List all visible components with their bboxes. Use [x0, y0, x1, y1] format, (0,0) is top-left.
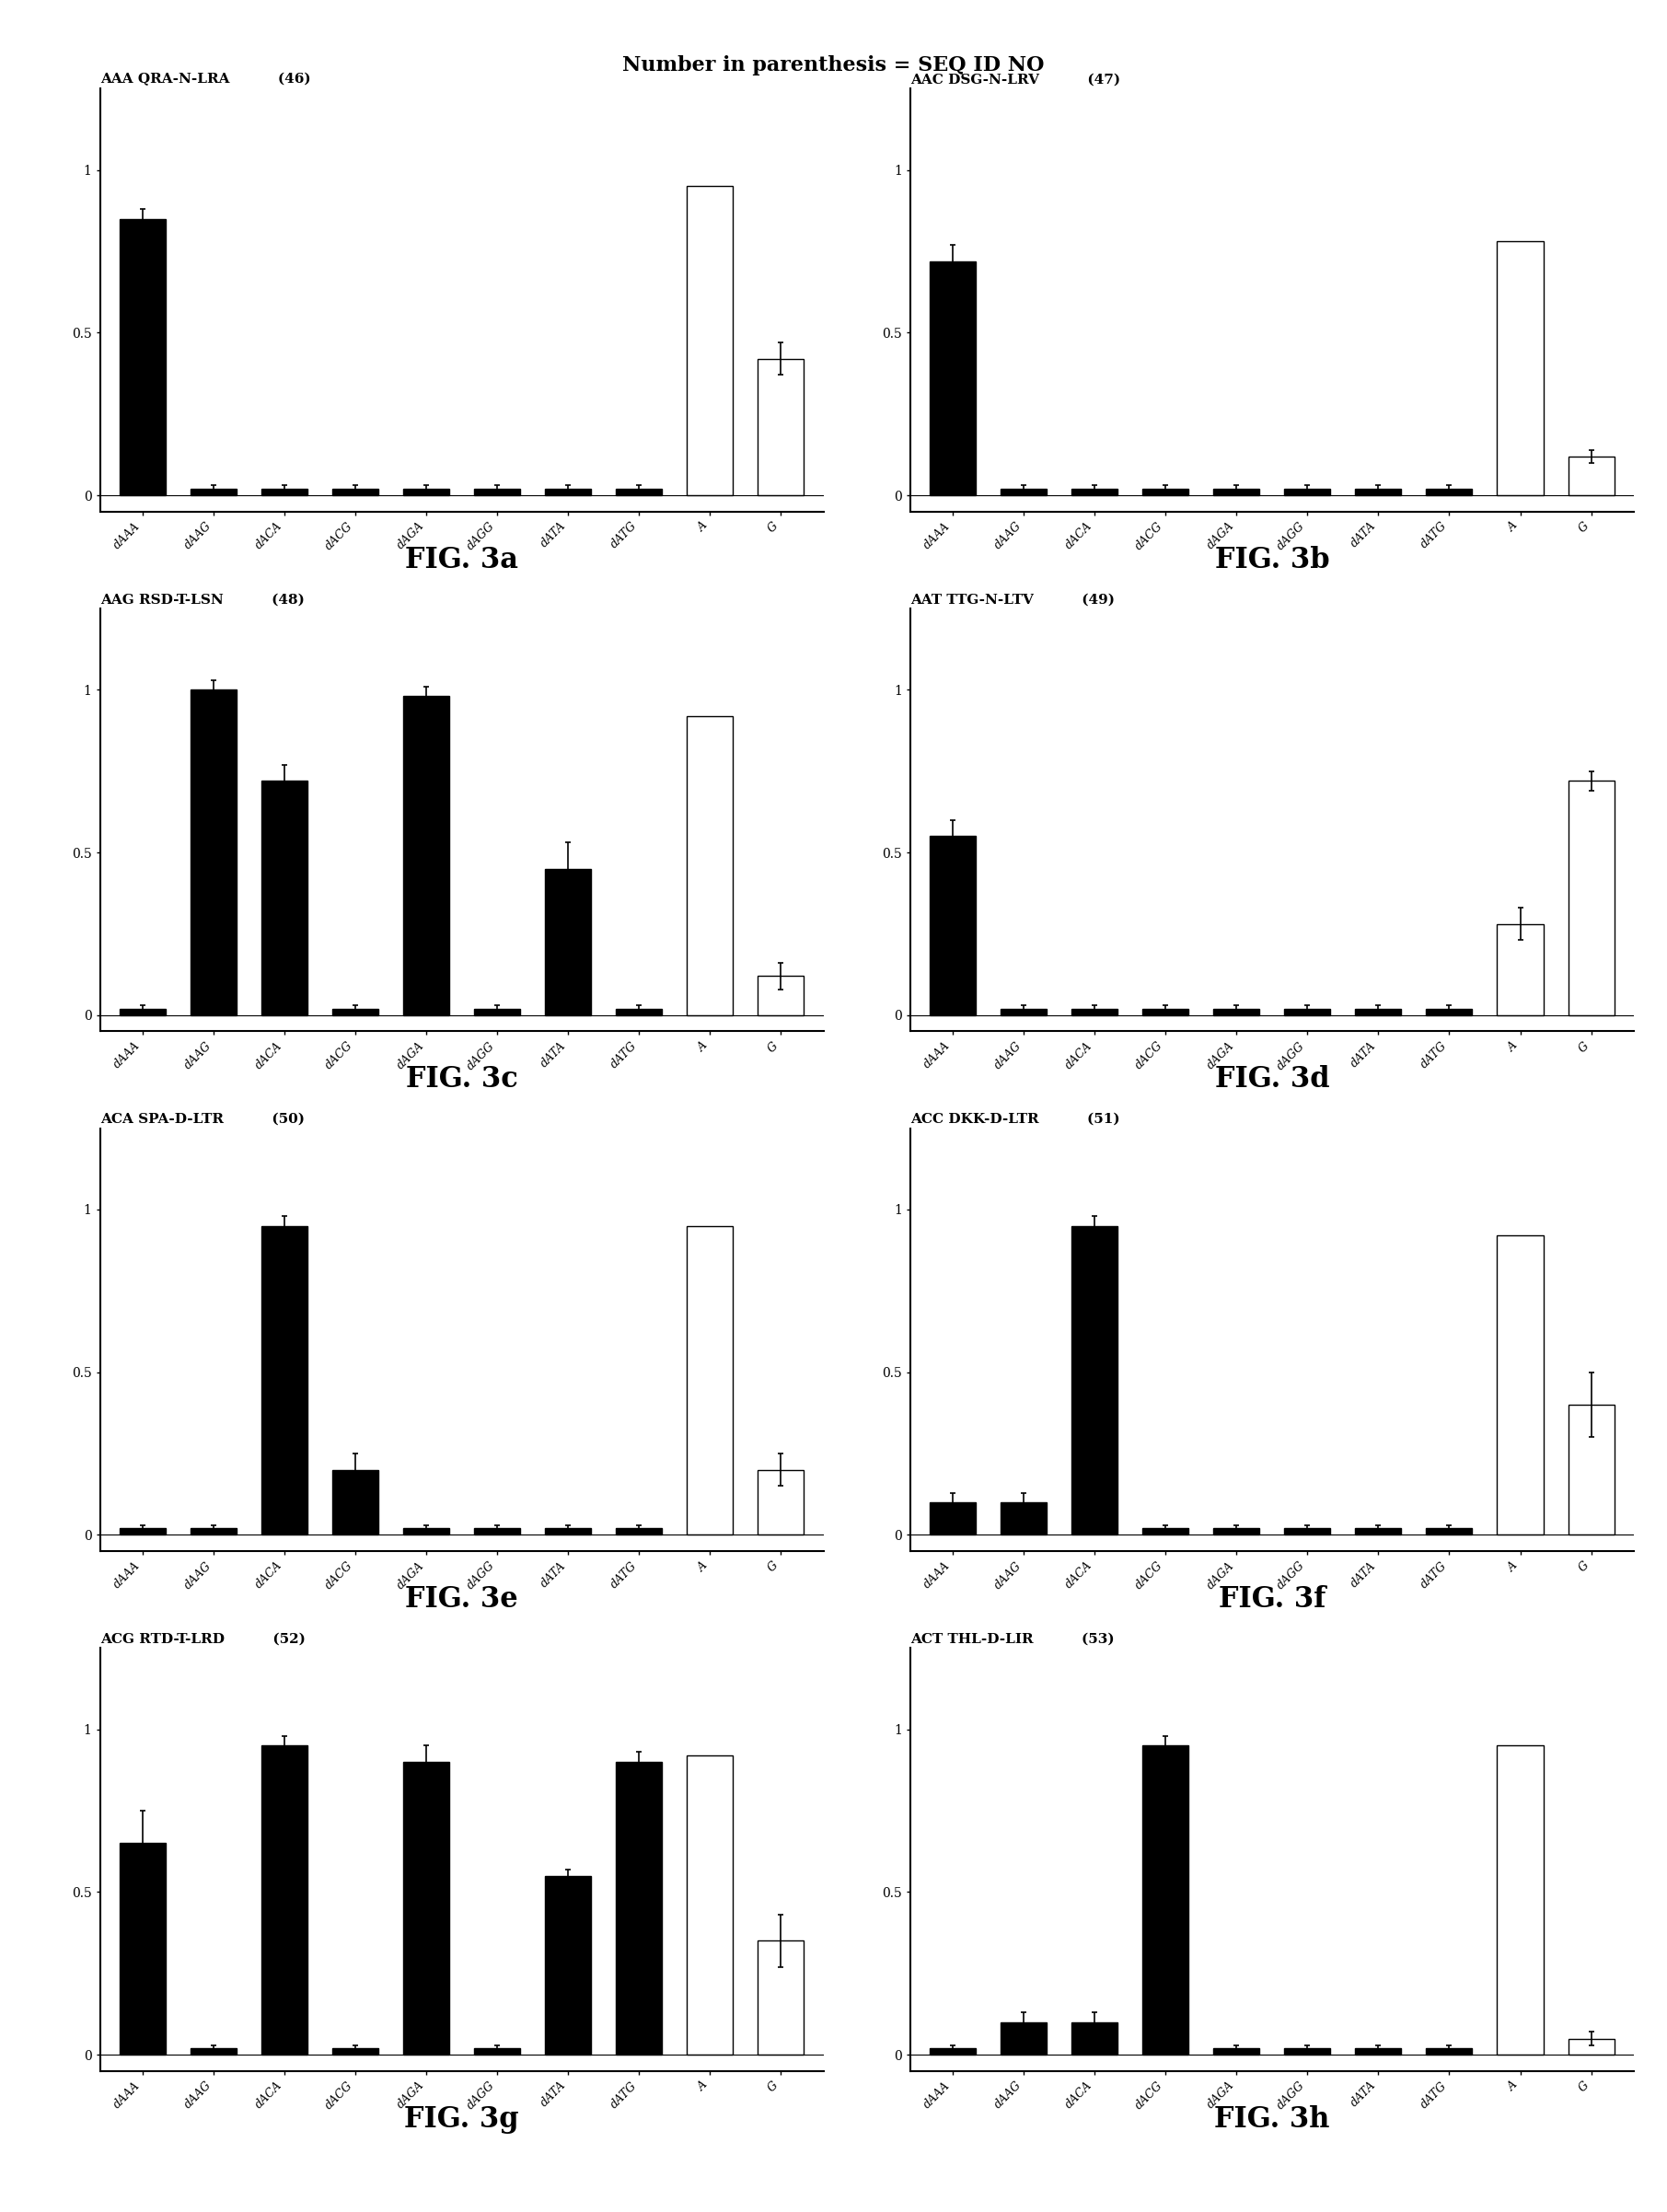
Bar — [758, 975, 803, 1015]
Text: FIG. 3g: FIG. 3g — [405, 2106, 518, 2135]
Bar — [758, 358, 803, 495]
Text: ACC DKK-D-LTR          (51): ACC DKK-D-LTR (51) — [910, 1113, 1120, 1126]
Text: ACG RTD-T-LRD          (52): ACG RTD-T-LRD (52) — [100, 1632, 305, 1646]
Bar — [930, 261, 975, 495]
Text: AAA QRA-N-LRA          (46): AAA QRA-N-LRA (46) — [100, 73, 310, 86]
Bar — [1072, 1225, 1117, 1535]
Bar — [617, 1528, 662, 1535]
Bar — [1355, 1528, 1402, 1535]
Bar — [262, 781, 307, 1015]
Bar — [120, 219, 165, 495]
Bar — [1569, 456, 1614, 495]
Bar — [758, 1469, 803, 1535]
Bar — [403, 1528, 450, 1535]
Bar — [332, 1009, 378, 1015]
Bar — [1497, 925, 1544, 1015]
Bar — [687, 1756, 733, 2055]
Bar — [545, 1876, 592, 2055]
Text: FIG. 3e: FIG. 3e — [405, 1586, 518, 1615]
Bar — [1142, 1745, 1189, 2055]
Bar — [1427, 2048, 1472, 2055]
Text: AAC DSG-N-LRV          (47): AAC DSG-N-LRV (47) — [910, 73, 1120, 86]
Bar — [473, 489, 520, 495]
Bar — [332, 2048, 378, 2055]
Text: FIG. 3d: FIG. 3d — [1215, 1066, 1329, 1095]
Bar — [1355, 489, 1402, 495]
Bar — [1569, 781, 1614, 1015]
Bar — [332, 1469, 378, 1535]
Bar — [1497, 1237, 1544, 1535]
Bar — [1072, 1009, 1117, 1015]
Text: FIG. 3h: FIG. 3h — [1214, 2106, 1330, 2135]
Bar — [1497, 241, 1544, 495]
Bar — [930, 2048, 975, 2055]
Bar — [1142, 1528, 1189, 1535]
Bar — [1355, 1009, 1402, 1015]
Bar — [403, 1761, 450, 2055]
Bar — [1427, 1009, 1472, 1015]
Text: AAG RSD-T-LSN          (48): AAG RSD-T-LSN (48) — [100, 593, 305, 606]
Bar — [1284, 1528, 1330, 1535]
Bar — [1427, 1528, 1472, 1535]
Bar — [1000, 2022, 1047, 2055]
Bar — [1000, 1009, 1047, 1015]
Bar — [1497, 1745, 1544, 2055]
Bar — [617, 489, 662, 495]
Text: ACA SPA-D-LTR          (50): ACA SPA-D-LTR (50) — [100, 1113, 305, 1126]
Bar — [617, 1761, 662, 2055]
Bar — [617, 1009, 662, 1015]
Bar — [545, 489, 592, 495]
Bar — [473, 1528, 520, 1535]
Bar — [262, 1225, 307, 1535]
Bar — [1000, 1502, 1047, 1535]
Bar — [1000, 489, 1047, 495]
Bar — [1284, 2048, 1330, 2055]
Bar — [1214, 2048, 1260, 2055]
Bar — [190, 2048, 237, 2055]
Text: FIG. 3c: FIG. 3c — [405, 1066, 518, 1095]
Bar — [332, 489, 378, 495]
Bar — [758, 1940, 803, 2055]
Bar — [190, 690, 237, 1015]
Text: ACT THL-D-LIR          (53): ACT THL-D-LIR (53) — [910, 1632, 1114, 1646]
Bar — [403, 489, 450, 495]
Text: Number in parenthesis = SEQ ID NO: Number in parenthesis = SEQ ID NO — [622, 55, 1045, 75]
Text: FIG. 3f: FIG. 3f — [1219, 1586, 1325, 1615]
Bar — [1214, 1009, 1260, 1015]
Bar — [1142, 489, 1189, 495]
Bar — [1427, 489, 1472, 495]
Bar — [120, 1528, 165, 1535]
Bar — [190, 489, 237, 495]
Bar — [687, 1225, 733, 1535]
Bar — [1214, 1528, 1260, 1535]
Bar — [687, 186, 733, 495]
Bar — [120, 1843, 165, 2055]
Bar — [262, 489, 307, 495]
Text: FIG. 3a: FIG. 3a — [405, 546, 518, 575]
Bar — [1214, 489, 1260, 495]
Bar — [1072, 489, 1117, 495]
Text: AAT TTG-N-LTV          (49): AAT TTG-N-LTV (49) — [910, 593, 1115, 606]
Bar — [1569, 1405, 1614, 1535]
Bar — [1284, 1009, 1330, 1015]
Bar — [120, 1009, 165, 1015]
Bar — [545, 1528, 592, 1535]
Bar — [1142, 1009, 1189, 1015]
Bar — [1569, 2039, 1614, 2055]
Bar — [190, 1528, 237, 1535]
Bar — [1355, 2048, 1402, 2055]
Bar — [473, 2048, 520, 2055]
Bar — [473, 1009, 520, 1015]
Bar — [262, 1745, 307, 2055]
Text: FIG. 3b: FIG. 3b — [1215, 546, 1329, 575]
Bar — [545, 869, 592, 1015]
Bar — [930, 836, 975, 1015]
Bar — [687, 717, 733, 1015]
Bar — [1072, 2022, 1117, 2055]
Bar — [930, 1502, 975, 1535]
Bar — [403, 697, 450, 1015]
Bar — [1284, 489, 1330, 495]
